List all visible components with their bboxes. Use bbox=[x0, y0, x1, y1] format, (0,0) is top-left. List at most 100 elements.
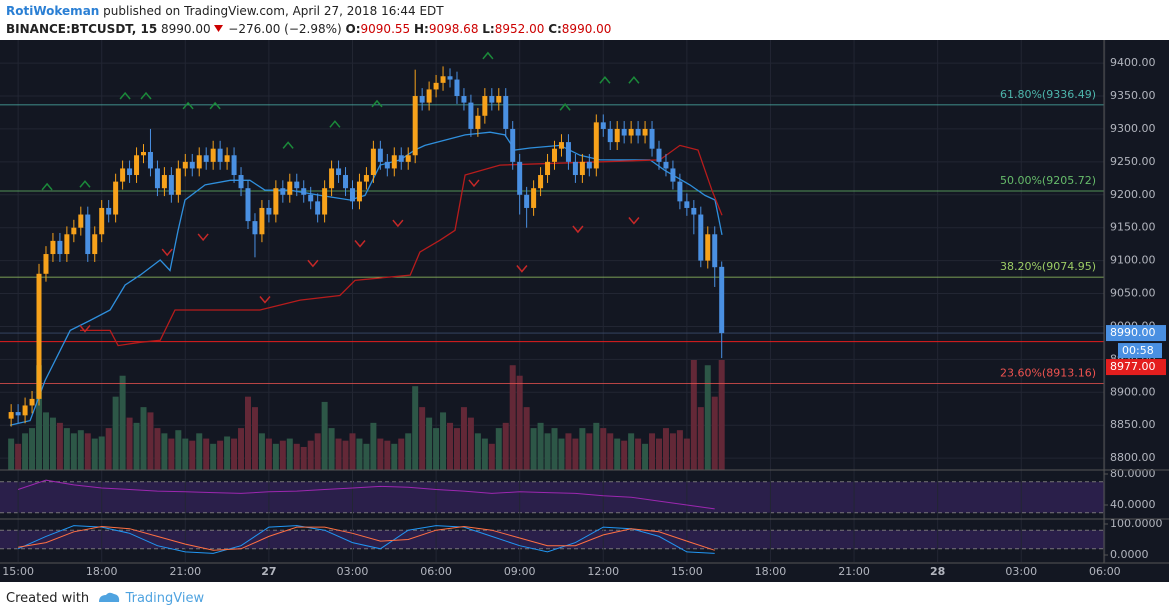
candle-body bbox=[141, 151, 147, 156]
buy-signal bbox=[119, 91, 131, 100]
volume-bar bbox=[711, 396, 718, 470]
volume-bar bbox=[412, 386, 419, 470]
countdown: 00:58 bbox=[1122, 344, 1154, 357]
candle-body bbox=[252, 221, 258, 235]
volume-bar bbox=[572, 438, 579, 470]
volume-bar bbox=[502, 422, 509, 470]
volume-bar bbox=[119, 375, 126, 470]
volume-bar bbox=[91, 438, 98, 470]
o-label: O: bbox=[345, 22, 361, 36]
fib-label: 61.80%(9336.49) bbox=[1000, 88, 1096, 101]
candle-body bbox=[545, 161, 551, 176]
volume-bar bbox=[147, 412, 154, 470]
volume-bar bbox=[258, 433, 265, 470]
volume-bar bbox=[182, 438, 189, 470]
x-tick-label: 21:00 bbox=[838, 565, 870, 578]
volume-bar bbox=[495, 428, 502, 470]
buy-signal bbox=[599, 76, 611, 84]
candle-body bbox=[64, 234, 70, 255]
author[interactable]: RotiWokeman bbox=[6, 4, 100, 18]
volume-bar bbox=[77, 430, 84, 470]
volume-bar bbox=[279, 440, 286, 470]
volume-bar bbox=[307, 440, 314, 470]
h-label: H: bbox=[413, 22, 429, 36]
candle-body bbox=[196, 155, 202, 169]
x-tick-label: 03:00 bbox=[337, 565, 369, 578]
candle-body bbox=[120, 168, 126, 182]
volume-bar bbox=[433, 428, 440, 470]
y-tick-label: 9250.00 bbox=[1110, 155, 1156, 168]
volume-bar bbox=[238, 428, 245, 470]
volume-bar bbox=[586, 433, 593, 470]
volume-bar bbox=[272, 443, 279, 470]
volume-bar bbox=[565, 433, 572, 470]
l-label: L: bbox=[482, 22, 495, 36]
volume-bar bbox=[669, 433, 676, 470]
volume-bar bbox=[265, 438, 272, 470]
volume-bar bbox=[537, 422, 544, 470]
candle-body bbox=[398, 155, 404, 162]
volume-bar bbox=[377, 438, 384, 470]
volume-bar bbox=[593, 422, 600, 470]
candle-body bbox=[43, 254, 49, 274]
supertrend-down bbox=[80, 144, 723, 347]
candle-body bbox=[503, 96, 509, 129]
candle-body bbox=[329, 168, 335, 189]
volume-bar bbox=[474, 433, 481, 470]
volume-bar bbox=[544, 433, 551, 470]
volume-bar bbox=[42, 412, 49, 470]
volume-bar bbox=[453, 428, 460, 470]
candle-body bbox=[440, 76, 446, 83]
volume-bar bbox=[447, 422, 454, 470]
y-tick-label: 8800.00 bbox=[1110, 451, 1156, 464]
volume-bar bbox=[36, 365, 43, 470]
volume-bar bbox=[460, 407, 467, 470]
volume-bar bbox=[84, 433, 91, 470]
volume-bar bbox=[384, 440, 391, 470]
candle-body bbox=[524, 194, 530, 208]
stoch-tick-label: 0.0000 bbox=[1110, 548, 1149, 561]
last: 8990.00 bbox=[161, 22, 211, 36]
candle-body bbox=[280, 188, 286, 195]
sell-signal bbox=[392, 219, 404, 228]
sell-signal bbox=[354, 240, 366, 248]
volume-bar bbox=[690, 360, 697, 470]
volume-bar bbox=[140, 407, 147, 470]
candle-body bbox=[391, 155, 397, 169]
buy-signal bbox=[371, 99, 383, 108]
candle-body bbox=[106, 207, 112, 215]
sell-signal bbox=[516, 265, 528, 273]
volume-bar bbox=[621, 440, 628, 470]
volume-bar bbox=[579, 428, 586, 470]
candle-body bbox=[656, 148, 662, 162]
y-tick-label: 9200.00 bbox=[1110, 188, 1156, 201]
candle-body bbox=[377, 148, 383, 162]
candle-body bbox=[15, 412, 21, 416]
volume-bar bbox=[642, 443, 649, 470]
x-tick-label: 06:00 bbox=[1089, 565, 1121, 578]
fib-label: 50.00%(9205.72) bbox=[1000, 174, 1096, 187]
candle-body bbox=[433, 82, 439, 90]
candle-body bbox=[322, 188, 328, 215]
candle-body bbox=[649, 128, 655, 149]
x-tick-label: 09:00 bbox=[504, 565, 536, 578]
candle-body bbox=[468, 102, 474, 129]
c-label: C: bbox=[548, 22, 562, 36]
candle-body bbox=[426, 89, 432, 103]
buy-signal bbox=[559, 103, 571, 111]
volume-bar bbox=[718, 360, 725, 470]
buy-signal bbox=[182, 101, 194, 110]
candle-body bbox=[698, 214, 704, 261]
candle-body bbox=[99, 207, 105, 235]
volume-bar bbox=[440, 412, 447, 470]
brand[interactable]: TradingView bbox=[125, 591, 205, 606]
candle-body bbox=[315, 201, 321, 215]
sell-signal bbox=[197, 233, 209, 242]
volume-bar bbox=[22, 433, 29, 470]
candle-body bbox=[217, 148, 223, 162]
candle-body bbox=[663, 161, 669, 169]
volume-bar bbox=[168, 438, 175, 470]
candle-body bbox=[384, 161, 390, 169]
volume-bar bbox=[161, 433, 168, 470]
